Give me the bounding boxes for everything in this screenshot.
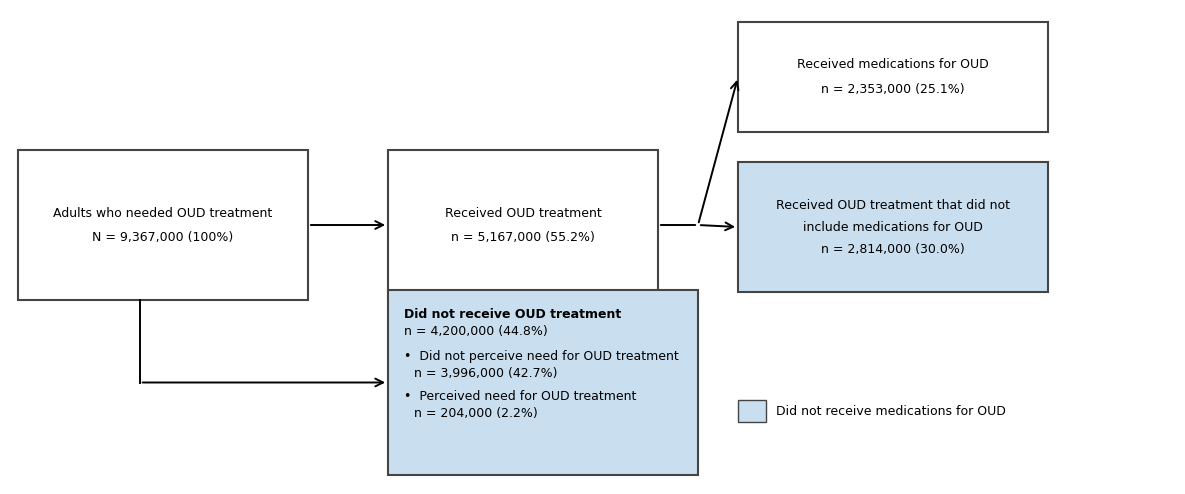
Bar	[738, 22, 1048, 132]
Bar	[387, 150, 658, 300]
Bar	[387, 290, 698, 475]
Text: n = 2,814,000 (30.0%): n = 2,814,000 (30.0%)	[821, 243, 965, 255]
Text: •  Perceived need for OUD treatment: • Perceived need for OUD treatment	[404, 390, 636, 403]
Text: n = 204,000 (2.2%): n = 204,000 (2.2%)	[414, 407, 538, 420]
Text: Did not receive OUD treatment: Did not receive OUD treatment	[404, 308, 621, 321]
Text: include medications for OUD: include medications for OUD	[803, 220, 982, 234]
Text: Received OUD treatment: Received OUD treatment	[444, 206, 601, 219]
Text: Adults who needed OUD treatment: Adults who needed OUD treatment	[53, 206, 273, 219]
Text: •  Did not perceive need for OUD treatment: • Did not perceive need for OUD treatmen…	[404, 350, 679, 363]
Text: n = 5,167,000 (55.2%): n = 5,167,000 (55.2%)	[451, 231, 595, 244]
Text: Received medications for OUD: Received medications for OUD	[798, 58, 988, 72]
Bar	[738, 162, 1048, 292]
Text: n = 4,200,000 (44.8%): n = 4,200,000 (44.8%)	[404, 325, 547, 338]
Text: n = 3,996,000 (42.7%): n = 3,996,000 (42.7%)	[414, 367, 557, 380]
Text: n = 2,353,000 (25.1%): n = 2,353,000 (25.1%)	[821, 82, 965, 95]
Bar	[738, 400, 766, 422]
Text: N = 9,367,000 (100%): N = 9,367,000 (100%)	[92, 231, 233, 244]
Text: Received OUD treatment that did not: Received OUD treatment that did not	[776, 199, 1010, 211]
Text: Did not receive medications for OUD: Did not receive medications for OUD	[776, 405, 1006, 417]
Bar	[18, 150, 308, 300]
